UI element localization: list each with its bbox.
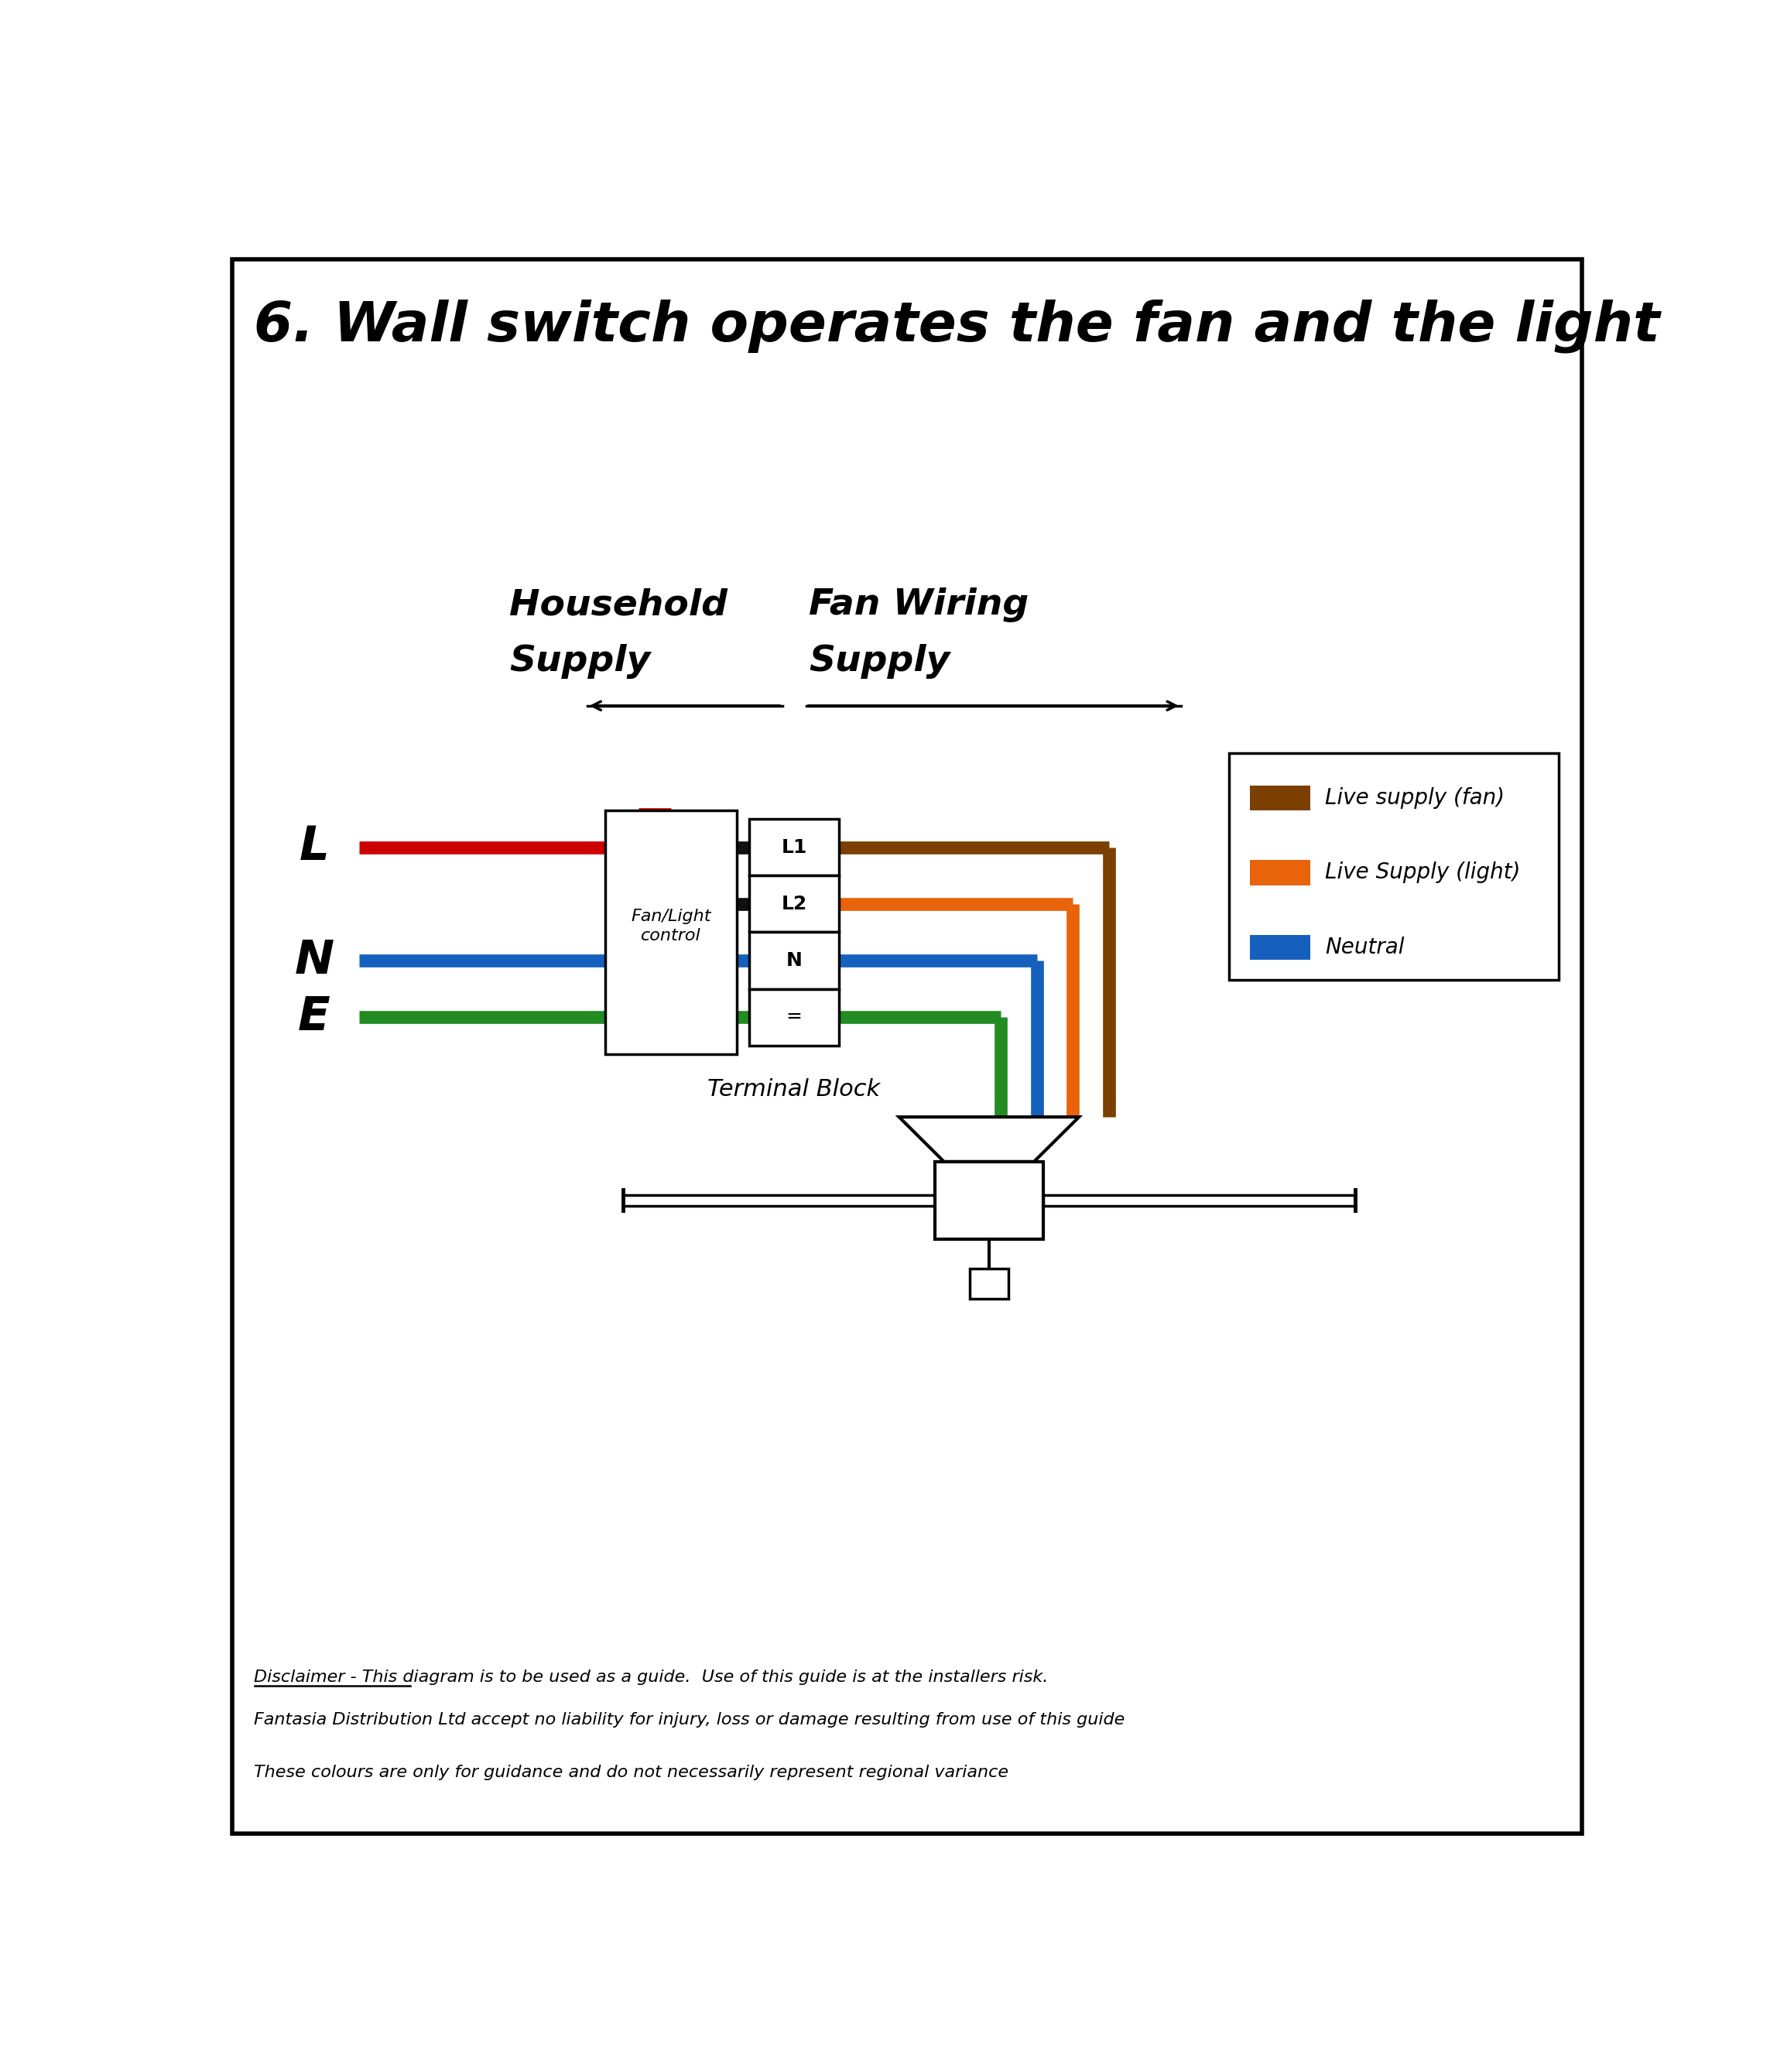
Text: Fan/Light
control: Fan/Light control	[632, 910, 712, 943]
Text: E: E	[297, 995, 331, 1040]
Bar	[1250, 860, 1310, 885]
Text: Household: Household	[510, 588, 727, 622]
Text: Supply: Supply	[510, 644, 650, 680]
Bar	[1250, 934, 1310, 959]
Text: Neutral: Neutral	[1326, 937, 1404, 957]
Bar	[935, 1162, 1043, 1239]
Text: Supply: Supply	[809, 644, 950, 680]
Text: L2: L2	[781, 895, 807, 914]
Bar	[1250, 785, 1310, 810]
Text: Live Supply (light): Live Supply (light)	[1326, 862, 1520, 883]
Text: N: N	[786, 951, 802, 970]
Text: Disclaimer - This diagram is to be used as a guide.  Use of this guide is at the: Disclaimer - This diagram is to be used …	[255, 1670, 1048, 1685]
Text: ═: ═	[788, 1007, 800, 1026]
Bar	[749, 988, 839, 1046]
Text: Live supply (fan): Live supply (fan)	[1326, 787, 1504, 808]
Text: These colours are only for guidance and do not necessarily represent regional va: These colours are only for guidance and …	[255, 1765, 1009, 1780]
Text: Fan Wiring: Fan Wiring	[809, 588, 1028, 622]
Bar	[623, 1196, 935, 1206]
Text: Terminal Block: Terminal Block	[708, 1077, 880, 1100]
Text: Fantasia Distribution Ltd accept no liability for injury, loss or damage resulti: Fantasia Distribution Ltd accept no liab…	[255, 1711, 1126, 1728]
Text: L: L	[299, 825, 329, 870]
Bar	[749, 818, 839, 876]
Bar	[1043, 1196, 1354, 1206]
Polygon shape	[899, 1117, 1080, 1162]
Text: L1: L1	[781, 837, 807, 856]
Bar	[970, 1268, 1009, 1299]
Bar	[749, 876, 839, 932]
Text: 6. Wall switch operates the fan and the light: 6. Wall switch operates the fan and the …	[255, 298, 1660, 352]
Bar	[605, 810, 736, 1055]
Bar	[1228, 754, 1559, 980]
Bar	[749, 932, 839, 988]
Text: N: N	[294, 939, 335, 984]
